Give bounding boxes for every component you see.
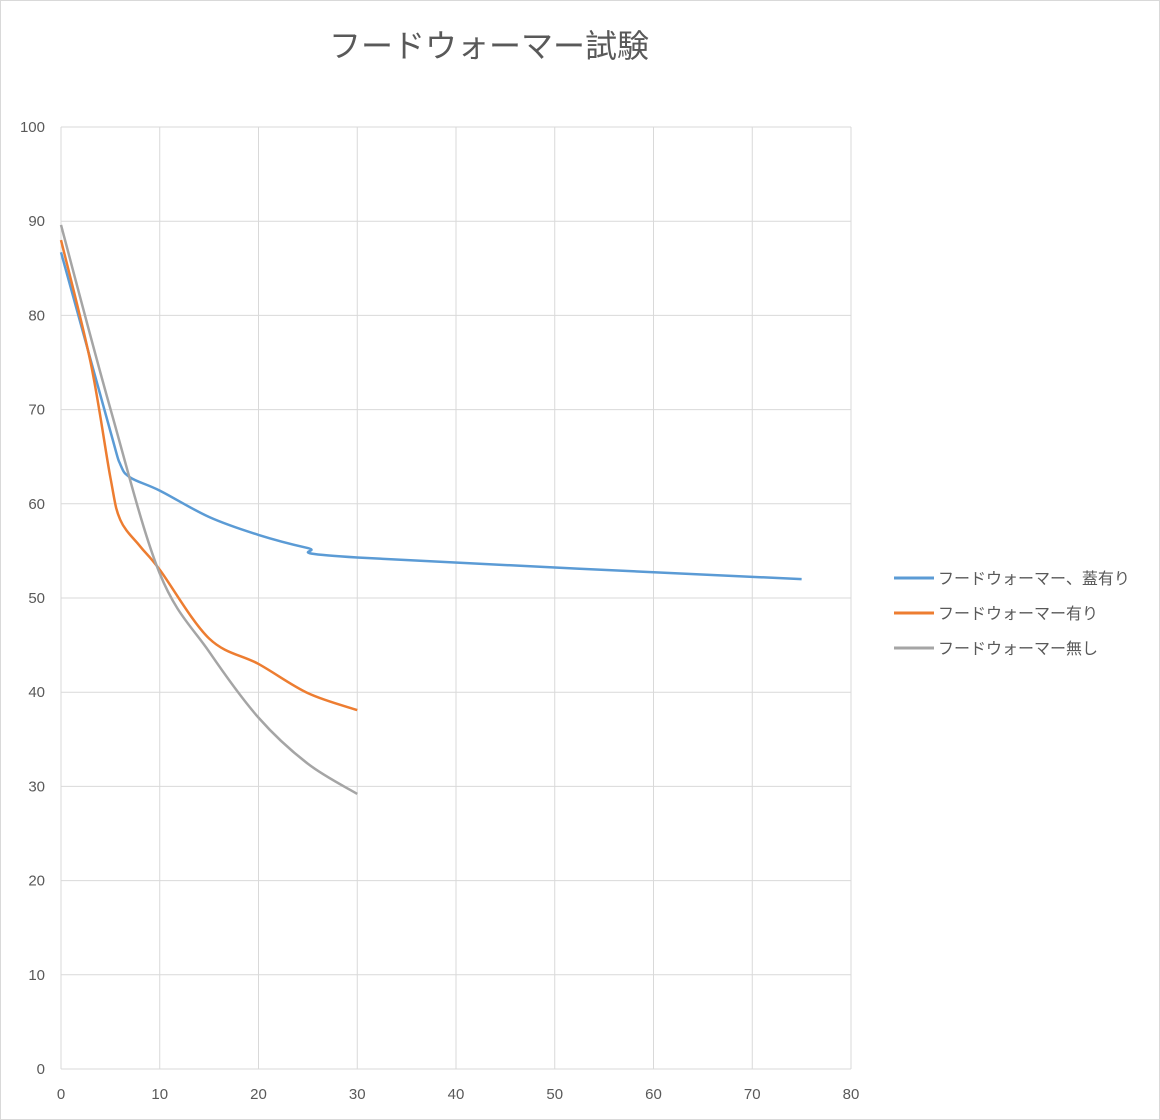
x-tick-label: 80 [843, 1086, 860, 1103]
series-line-2 [59, 224, 358, 796]
y-tick-label: 20 [28, 873, 45, 890]
y-tick-label: 10 [28, 967, 45, 984]
series-line-0 [59, 251, 802, 581]
y-tick-label: 30 [28, 778, 45, 795]
series-lines [59, 224, 802, 796]
y-tick-label: 80 [28, 307, 45, 324]
x-tick-label: 50 [546, 1086, 563, 1103]
y-tick-label: 90 [28, 213, 45, 230]
y-tick-label: 0 [37, 1061, 45, 1078]
y-tick-label: 70 [28, 402, 45, 419]
x-tick-label: 10 [151, 1086, 168, 1103]
legend-label-1: フードウォーマー有り [938, 604, 1098, 623]
x-tick-label: 0 [57, 1086, 65, 1103]
gridlines [60, 126, 852, 1070]
y-tick-label: 40 [28, 684, 45, 701]
x-tick-label: 20 [250, 1086, 267, 1103]
tick-labels: 0 10 20 30 40 50 60 70 80 90 100 0 10 20 30 40 50 60 70 80 [20, 119, 859, 1103]
x-tick-label: 30 [349, 1086, 366, 1103]
legend-label-0: フードウォーマー、蓋有り [938, 569, 1130, 588]
x-tick-label: 60 [645, 1086, 662, 1103]
legend-label-2: フードウォーマー無し [938, 639, 1098, 658]
x-tick-label: 70 [744, 1086, 761, 1103]
x-tick-label: 40 [448, 1086, 465, 1103]
series-line-1 [59, 239, 358, 712]
y-tick-label: 50 [28, 590, 45, 607]
chart-title: フードウォーマー試験 [329, 27, 649, 65]
y-tick-label: 60 [28, 496, 45, 513]
y-tick-label: 100 [20, 119, 45, 136]
